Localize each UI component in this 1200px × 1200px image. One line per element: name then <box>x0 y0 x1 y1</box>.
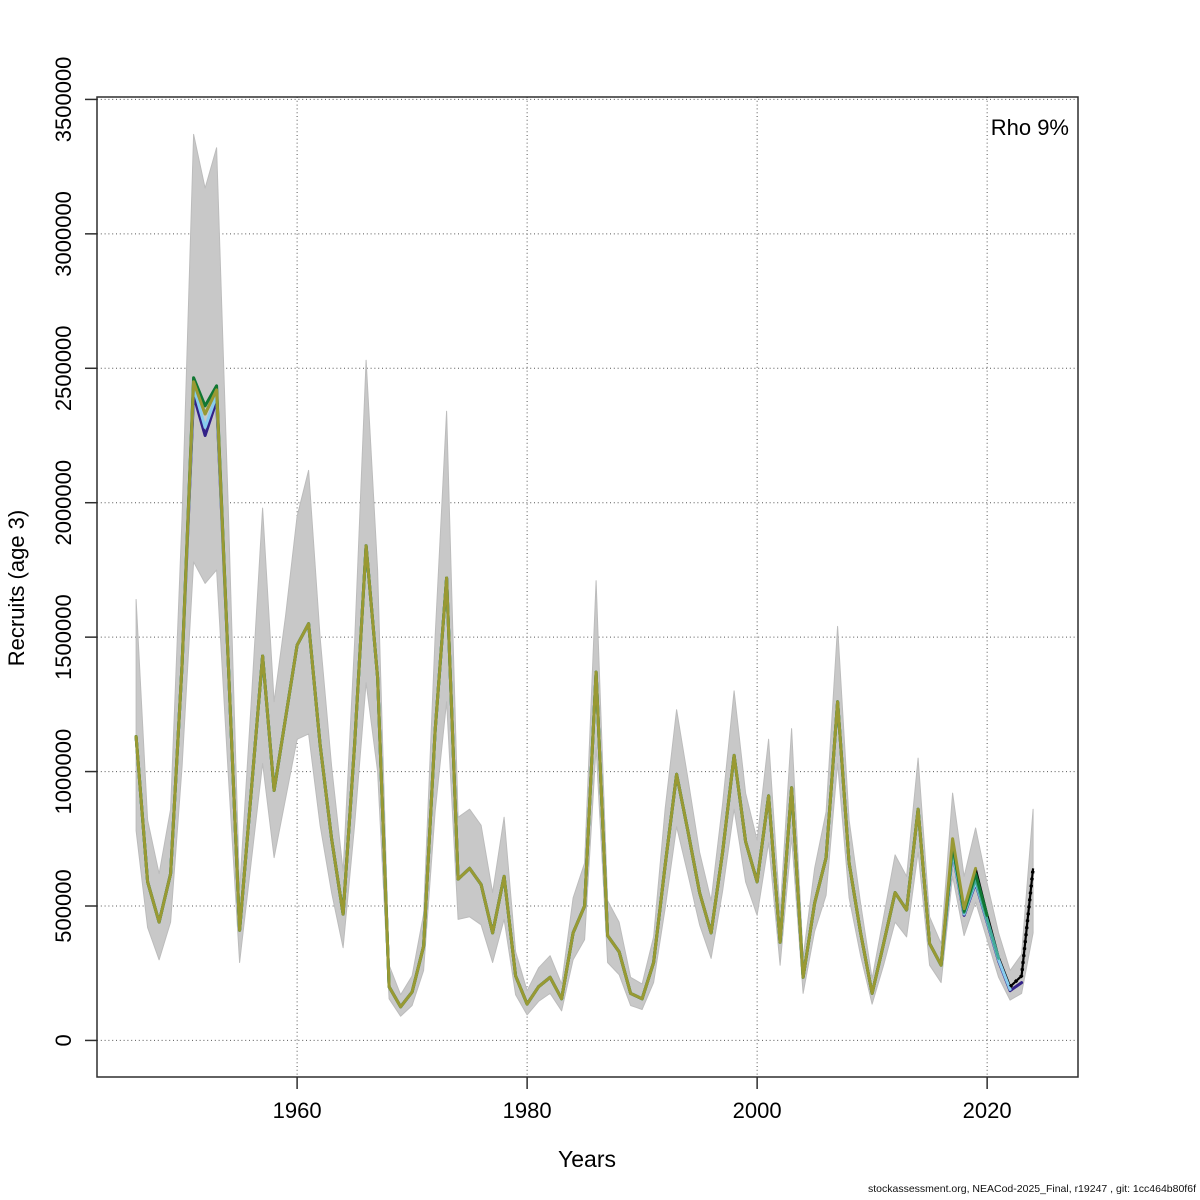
y-tick-label-1500000: 1500000 <box>51 594 76 680</box>
y-tick-label-2500000: 2500000 <box>51 325 76 411</box>
plot-border <box>96 96 1079 1078</box>
y-tick-label-3500000: 3500000 <box>51 57 76 143</box>
x-tick-label-1980: 1980 <box>503 1098 552 1123</box>
y-axis-title: Recruits (age 3) <box>4 509 29 667</box>
rho-annotation: Rho 9% <box>990 115 1069 140</box>
y-tick-label-0: 0 <box>51 1034 76 1046</box>
y-tick-label-3000000: 3000000 <box>51 191 76 277</box>
retro-peel-2019 <box>134 380 978 1009</box>
base-run-final-dashed <box>1008 868 1035 988</box>
footer-citation: stockassessment.org, NEACod-2025_Final, … <box>867 1183 1196 1195</box>
x-tick-label-2000: 2000 <box>733 1098 782 1123</box>
y-tick-label-500000: 500000 <box>51 869 76 942</box>
y-tick-label-1000000: 1000000 <box>51 729 76 815</box>
x-tick-label-2020: 2020 <box>963 1098 1012 1123</box>
x-axis-title: Years <box>558 1146 616 1172</box>
y-tick-label-2000000: 2000000 <box>51 460 76 546</box>
x-tick-label-1960: 1960 <box>273 1098 322 1123</box>
